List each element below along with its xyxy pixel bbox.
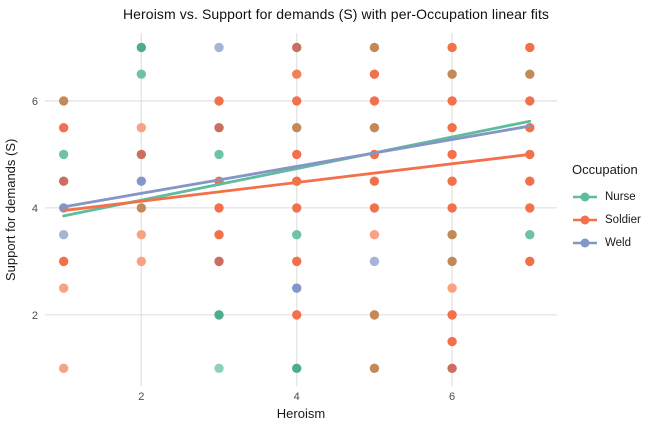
data-point: [447, 203, 457, 213]
data-point: [447, 149, 457, 160]
data-point: [214, 229, 224, 240]
data-point: [292, 229, 302, 240]
data-point: [292, 256, 302, 267]
data-point: [214, 310, 224, 320]
data-point: [58, 256, 69, 267]
data-point: [292, 69, 302, 79]
legend: Occupation Nurse Soldier Weld: [572, 162, 641, 254]
data-point: [58, 229, 69, 240]
data-point: [292, 42, 302, 53]
data-point: [214, 149, 224, 160]
data-point: [58, 176, 69, 186]
legend-key-nurse-icon: [573, 192, 597, 201]
data-point: [136, 203, 147, 213]
data-point: [525, 69, 535, 79]
data-point: [447, 363, 457, 374]
data-point: [369, 176, 380, 186]
data-point: [58, 363, 69, 374]
data-point: [214, 363, 224, 374]
data-point: [58, 149, 69, 160]
legend-key-weld-icon: [573, 238, 597, 247]
data-point: [525, 176, 535, 186]
y-tick-label: 2: [32, 310, 38, 322]
data-point: [447, 310, 457, 320]
data-point: [447, 256, 457, 267]
data-point: [447, 229, 457, 240]
x-tick-label: 4: [294, 391, 300, 403]
legend-item-label: Nurse: [605, 190, 636, 203]
data-point: [369, 310, 380, 320]
data-point: [136, 256, 147, 267]
fit-line-weld: [62, 124, 532, 209]
data-point: [447, 283, 457, 293]
data-point: [369, 203, 380, 213]
data-point: [214, 122, 224, 133]
data-point: [369, 256, 380, 267]
data-point: [369, 363, 380, 374]
data-point: [525, 256, 535, 267]
y-tick-label: 4: [32, 203, 38, 215]
data-point: [214, 96, 224, 106]
legend-key-soldier-icon: [573, 215, 597, 224]
data-point: [214, 203, 224, 213]
x-tick-label: 6: [449, 391, 455, 403]
data-point: [136, 149, 147, 160]
data-point: [369, 42, 380, 53]
x-tick-label: 2: [138, 391, 144, 403]
data-point: [525, 96, 535, 106]
data-point: [58, 283, 69, 293]
data-point: [447, 96, 457, 106]
data-point: [136, 42, 147, 53]
data-point: [369, 229, 380, 240]
legend-item-nurse[interactable]: Nurse: [572, 185, 641, 208]
data-point: [292, 310, 302, 320]
data-point: [369, 96, 380, 106]
data-point: [292, 283, 302, 293]
data-point: [369, 69, 380, 79]
data-point: [58, 122, 69, 133]
data-point: [58, 96, 69, 106]
chart-title: Heroism vs. Support for demands (S) with…: [122, 6, 550, 22]
data-point: [292, 149, 302, 160]
data-point: [292, 203, 302, 213]
legend-item-label: Weld: [605, 236, 631, 249]
data-point: [447, 176, 457, 186]
data-point: [292, 122, 302, 133]
data-point: [136, 122, 147, 133]
legend-item-weld[interactable]: Weld: [572, 231, 641, 254]
data-point: [136, 176, 147, 186]
data-point: [136, 69, 147, 79]
data-point: [292, 96, 302, 106]
data-point: [525, 229, 535, 240]
data-point: [447, 69, 457, 79]
data-point: [292, 363, 302, 374]
data-point: [214, 256, 224, 267]
fit-line-soldier: [62, 153, 532, 212]
legend-title: Occupation: [572, 162, 638, 177]
data-point: [136, 229, 147, 240]
data-point: [447, 122, 457, 133]
y-tick-label: 6: [32, 96, 38, 108]
data-point: [447, 42, 457, 53]
data-point: [369, 122, 380, 133]
data-point: [525, 203, 535, 213]
x-axis-title: Heroism: [276, 406, 326, 421]
legend-item-label: Soldier: [605, 213, 641, 226]
data-point: [447, 336, 457, 347]
legend-item-soldier[interactable]: Soldier: [572, 208, 641, 231]
data-point: [525, 42, 535, 53]
data-point: [214, 42, 224, 53]
